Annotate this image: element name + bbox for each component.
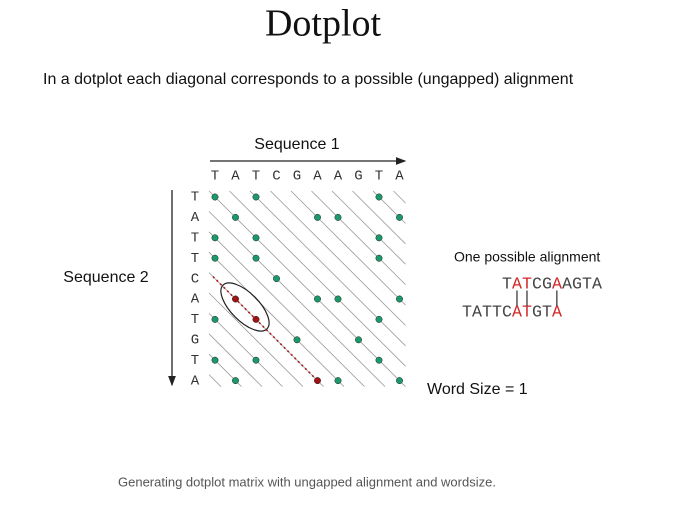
match-dot	[293, 336, 301, 344]
match-dot	[375, 315, 383, 323]
diagonal-line	[208, 251, 345, 387]
match-dot	[252, 254, 260, 262]
match-dot	[334, 295, 342, 303]
match-dot	[232, 213, 239, 221]
match-dot	[211, 234, 219, 242]
match-dot	[211, 193, 219, 201]
diagonal-line	[208, 231, 365, 387]
match-dot	[211, 315, 219, 323]
match-dot	[375, 356, 383, 364]
sequence-2-letter: T	[191, 312, 199, 328]
diagonal-line	[331, 190, 406, 265]
diagonal-line	[270, 190, 406, 326]
diagonal-line	[208, 313, 283, 387]
sequence-1-letter: G	[354, 169, 362, 185]
diagonal-line	[249, 190, 406, 347]
match-dot	[211, 356, 219, 364]
alignment-bottom-letter: C	[502, 302, 512, 321]
caption: Generating dotplot matrix with ungapped …	[118, 474, 496, 489]
diagonal-line	[393, 190, 406, 204]
sequence-1-letter: A	[313, 169, 322, 185]
match-ellipse	[220, 282, 270, 332]
sequence-1-letter: A	[395, 169, 404, 185]
match-dot	[375, 193, 383, 201]
alignment-top-letter: A	[592, 274, 602, 293]
sequence-1-letter: T	[211, 169, 219, 185]
word-size: Word Size = 1	[427, 381, 528, 398]
alignment-bottom-letter: T	[482, 302, 492, 321]
sequence-1-letter: A	[334, 169, 343, 185]
sequence-2-letter: A	[191, 292, 200, 308]
match-dot	[375, 254, 383, 262]
diagonals	[208, 190, 406, 387]
alignment-bottom-letter: T	[542, 302, 552, 321]
match-dot	[314, 213, 321, 221]
sequence-2-letter: T	[191, 190, 199, 206]
match-dot	[334, 213, 342, 221]
diagonal-line	[229, 190, 406, 367]
match-dot	[252, 193, 260, 201]
sequence-1-letter: T	[252, 169, 260, 185]
match-dot	[334, 377, 342, 385]
sequence-2-letter: A	[191, 373, 200, 389]
match-dot-highlight	[314, 377, 321, 385]
sequence-2-label: Sequence 2	[63, 269, 149, 286]
alignment-top-letter: T	[522, 274, 532, 293]
match-dot	[211, 254, 219, 262]
alignment-top-letter: G	[572, 274, 582, 293]
diagonal-line	[290, 190, 406, 306]
sequence-2-letter: G	[191, 333, 199, 349]
diagonal-line	[208, 292, 304, 387]
alignment-bottom-letter: T	[462, 302, 472, 321]
sequence-2-letter: A	[191, 210, 200, 226]
alignment-bottom-letter: A	[552, 302, 562, 321]
alignment-bottom-letter: G	[532, 302, 542, 321]
alignment-top-letter: A	[562, 274, 572, 293]
diagonal-line	[208, 190, 406, 387]
match-dot	[232, 377, 239, 385]
sequence-1-letter: G	[293, 169, 301, 185]
match-dot	[252, 234, 260, 242]
sequence-2-letter: T	[191, 251, 199, 267]
sequence-2-letter: C	[191, 271, 199, 287]
alignment-top-letter: C	[532, 274, 542, 293]
dot-grid	[211, 193, 403, 385]
sequence-1-letter: A	[231, 169, 240, 185]
diagonal-line	[208, 374, 222, 387]
match-dot	[252, 356, 260, 364]
alignment-label: One possible alignment	[454, 249, 600, 265]
diagonal-line	[208, 333, 263, 387]
diagonal-line	[208, 211, 386, 387]
match-dot	[273, 275, 280, 283]
alignment-bottom-letter: A	[512, 302, 522, 321]
alignment-top-letter: G	[542, 274, 552, 293]
sequence-1-letter: T	[375, 169, 383, 185]
alignment-top-letter: T	[582, 274, 592, 293]
sequence-2-letter: T	[191, 353, 199, 369]
match-dot	[396, 295, 403, 303]
sequence-1-label: Sequence 1	[254, 136, 340, 153]
match-dot	[355, 336, 362, 344]
match-dot	[396, 377, 403, 385]
diagonal-line	[311, 190, 406, 285]
match-dot	[375, 234, 383, 242]
match-dot	[314, 295, 321, 303]
alignment-top-letter: A	[552, 274, 562, 293]
alignment-bottom-letter: T	[522, 302, 532, 321]
subtitle: In a dotplot each diagonal corresponds t…	[43, 71, 574, 88]
alignment-top-letter: T	[502, 274, 512, 293]
alignment-bottom-letter: A	[472, 302, 482, 321]
title: Dotplot	[265, 3, 382, 45]
sequence-1-letter: C	[272, 169, 280, 185]
alignment-bars: || |	[512, 288, 562, 307]
alignment-top-letter: A	[512, 274, 522, 293]
diagonal-line	[352, 190, 406, 245]
match-dot	[396, 213, 403, 221]
sequence-2-letter: T	[191, 231, 199, 247]
alignment-bottom-letter: T	[492, 302, 502, 321]
